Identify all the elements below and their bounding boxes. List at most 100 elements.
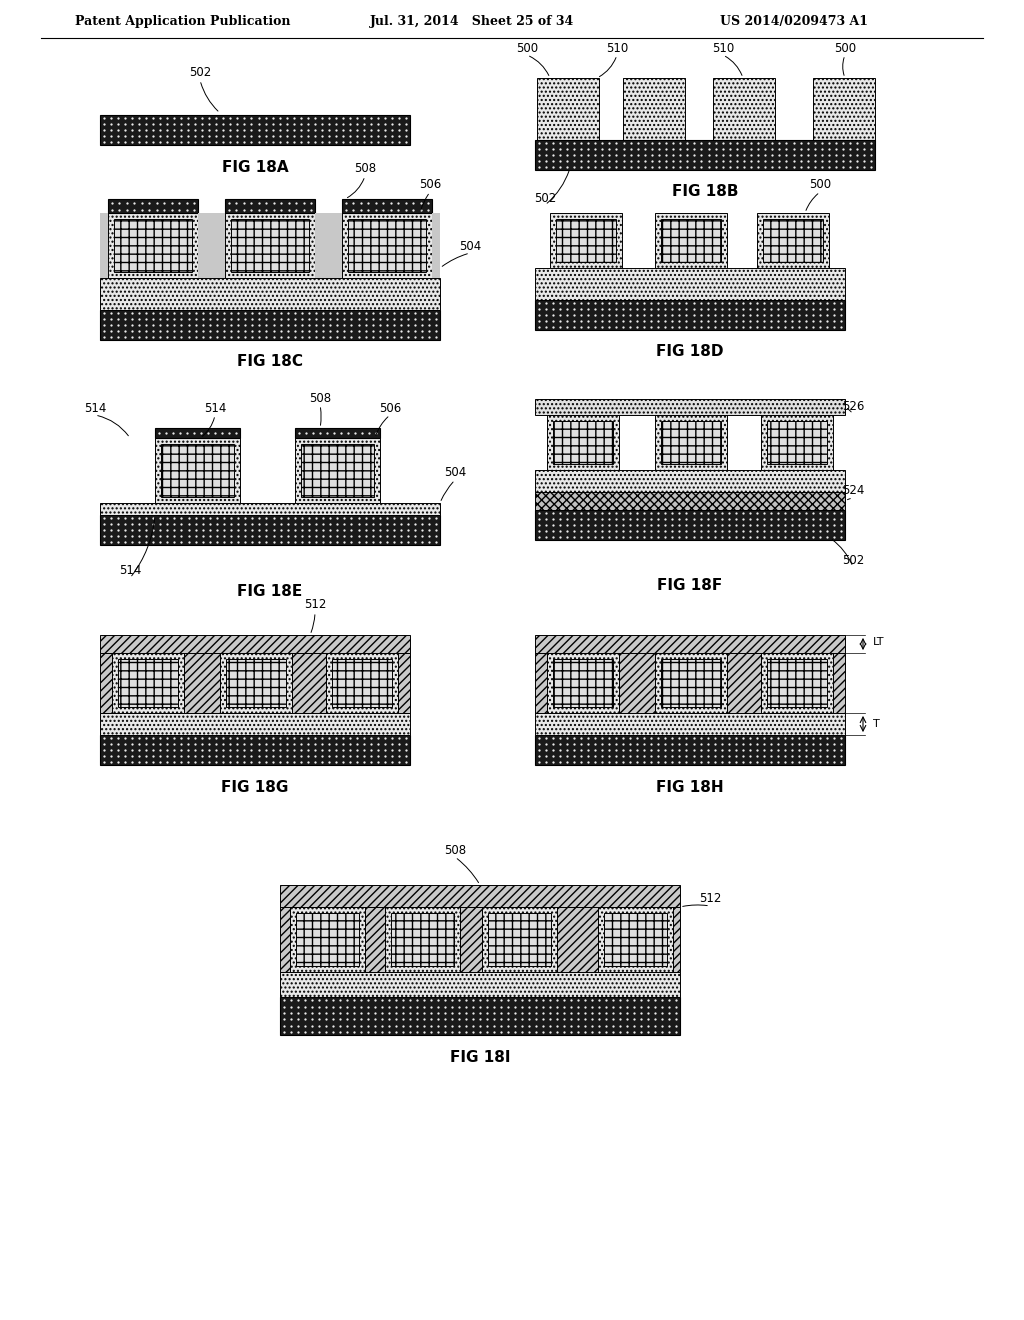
Bar <box>100 653 112 713</box>
Bar <box>155 428 240 438</box>
Text: FIG 18G: FIG 18G <box>221 780 289 795</box>
Text: FIG 18A: FIG 18A <box>221 160 289 174</box>
Bar <box>535 510 845 540</box>
Text: FIG 18E: FIG 18E <box>238 583 303 598</box>
Text: 502: 502 <box>842 553 864 566</box>
Text: FIG 18F: FIG 18F <box>657 578 723 594</box>
Bar <box>482 907 557 972</box>
Bar <box>757 213 829 268</box>
Bar <box>342 199 432 213</box>
Text: Jul. 31, 2014   Sheet 25 of 34: Jul. 31, 2014 Sheet 25 of 34 <box>370 16 574 29</box>
Bar <box>280 972 680 997</box>
Bar <box>295 428 380 438</box>
Bar <box>365 907 385 972</box>
Bar <box>292 653 326 713</box>
Bar <box>100 515 440 545</box>
Bar <box>556 219 616 261</box>
Text: 508: 508 <box>444 843 466 857</box>
Bar <box>662 421 721 465</box>
Text: 514: 514 <box>119 565 141 578</box>
Text: LT: LT <box>873 638 885 647</box>
Text: 504: 504 <box>443 466 466 479</box>
Bar <box>226 659 286 708</box>
Text: 500: 500 <box>834 41 856 54</box>
Bar <box>623 78 685 140</box>
Text: 502: 502 <box>534 191 556 205</box>
Text: 500: 500 <box>809 178 831 191</box>
Bar <box>398 653 410 713</box>
Text: 510: 510 <box>606 41 628 54</box>
Bar <box>155 438 240 503</box>
Bar <box>100 635 410 653</box>
Text: 506: 506 <box>419 178 441 191</box>
Bar <box>767 421 827 465</box>
Bar <box>198 213 225 279</box>
Bar <box>118 659 178 708</box>
Text: 502: 502 <box>188 66 211 79</box>
Bar <box>655 414 727 470</box>
Text: 508: 508 <box>354 162 376 176</box>
Bar <box>488 913 551 966</box>
Bar <box>618 653 655 713</box>
Bar <box>662 659 721 708</box>
Bar <box>598 907 673 972</box>
Bar <box>184 653 220 713</box>
Bar <box>100 503 440 515</box>
Text: 510: 510 <box>712 41 734 54</box>
Text: 514: 514 <box>204 401 226 414</box>
Bar <box>161 444 234 498</box>
Bar <box>385 907 460 972</box>
Bar <box>220 653 292 713</box>
Text: 506: 506 <box>379 401 401 414</box>
Bar <box>108 213 198 279</box>
Bar <box>114 219 193 272</box>
Bar <box>604 913 667 966</box>
Text: 524: 524 <box>842 484 864 498</box>
Bar <box>655 653 727 713</box>
Bar <box>833 653 845 713</box>
Bar <box>537 78 599 140</box>
Text: FIG 18D: FIG 18D <box>656 345 724 359</box>
Bar <box>767 659 827 708</box>
Bar <box>813 78 874 140</box>
Bar <box>295 438 380 503</box>
Bar <box>301 444 374 498</box>
Bar <box>763 219 823 261</box>
Text: FIG 18H: FIG 18H <box>656 780 724 795</box>
Bar <box>662 219 721 261</box>
Bar <box>547 653 618 713</box>
Bar <box>673 907 680 972</box>
Bar <box>100 735 410 766</box>
Bar <box>535 140 874 170</box>
Bar <box>655 213 727 268</box>
Bar <box>100 115 410 145</box>
Bar <box>348 219 426 272</box>
Bar <box>460 907 482 972</box>
Text: Patent Application Publication: Patent Application Publication <box>75 16 291 29</box>
Bar <box>535 713 845 735</box>
Text: 504: 504 <box>459 239 481 252</box>
Bar <box>225 213 315 279</box>
Bar <box>535 399 845 414</box>
Text: 512: 512 <box>304 598 327 611</box>
Text: 508: 508 <box>309 392 331 404</box>
Text: FIG 18C: FIG 18C <box>237 355 303 370</box>
Bar <box>112 653 184 713</box>
Bar <box>100 279 440 310</box>
Bar <box>280 997 680 1035</box>
Text: T: T <box>873 719 880 729</box>
Text: 512: 512 <box>698 892 721 906</box>
Bar <box>557 907 598 972</box>
Bar <box>296 913 359 966</box>
Bar <box>326 653 398 713</box>
Bar <box>547 414 618 470</box>
Bar <box>342 213 432 279</box>
Text: 500: 500 <box>516 41 538 54</box>
Bar <box>727 653 761 713</box>
Text: FIG 18B: FIG 18B <box>672 185 738 199</box>
Bar <box>535 635 845 653</box>
Bar <box>535 653 547 713</box>
Bar <box>713 78 775 140</box>
Bar <box>761 414 833 470</box>
Bar <box>535 268 845 300</box>
